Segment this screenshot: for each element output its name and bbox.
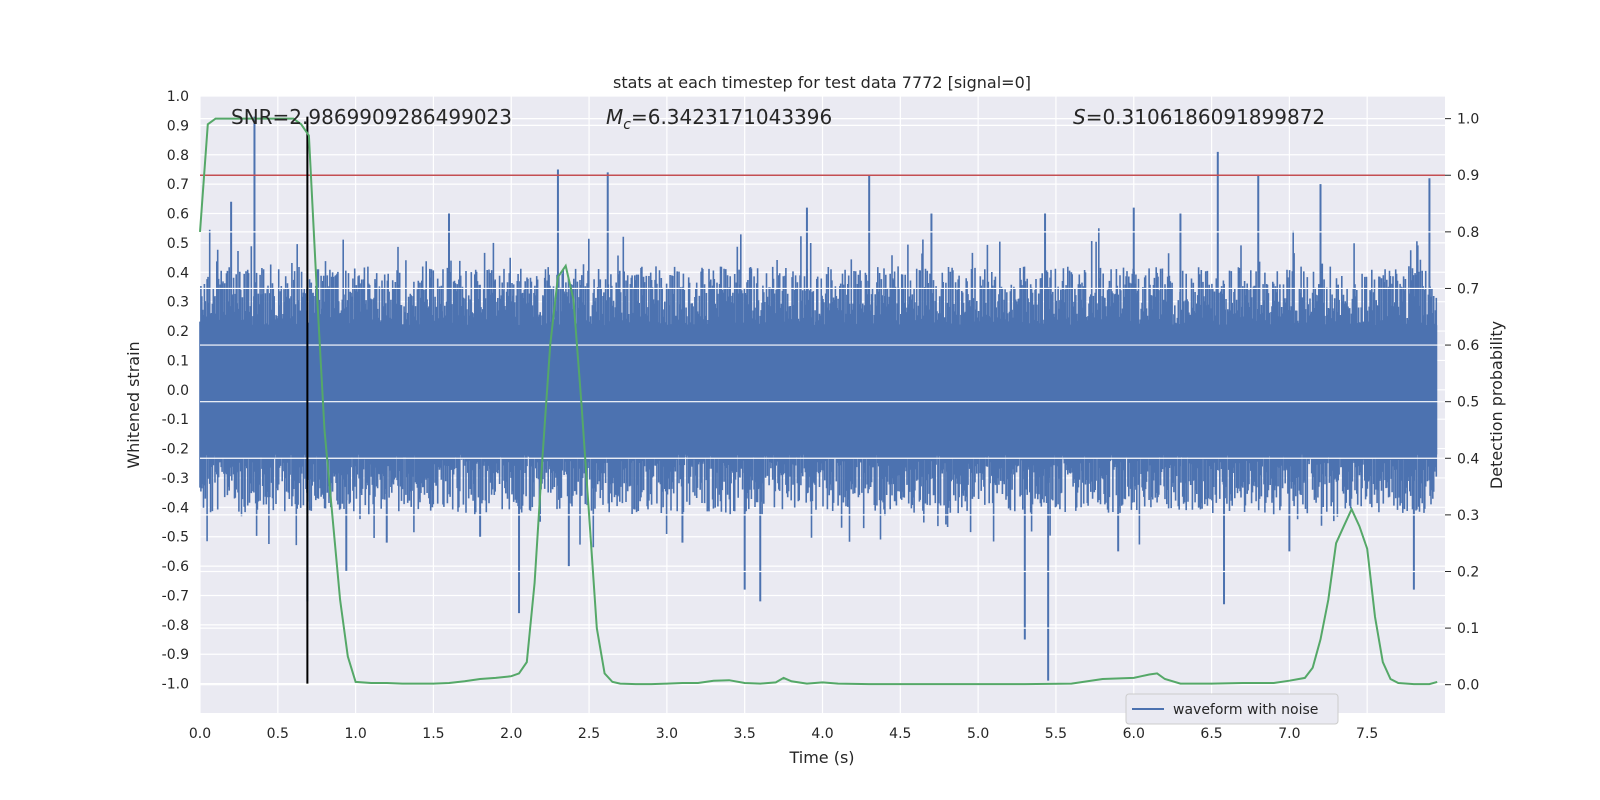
legend: waveform with noise [1125, 693, 1339, 725]
y-left-tick-label: 0.1 [167, 353, 189, 369]
detection-probability-line [199, 117, 1438, 686]
y-left-tick-label: -0.7 [162, 588, 189, 604]
x-tick-label: 0.5 [267, 726, 289, 742]
y-left-tick-label: -0.6 [162, 559, 189, 575]
y-right-tick-label: 0.8 [1457, 225, 1479, 241]
y-axis-right-label: Detection probability [1487, 321, 1506, 489]
waveform-with-noise [199, 116, 1438, 681]
chirp-mass-symbol: M [606, 105, 623, 129]
s-symbol: S [1073, 105, 1086, 129]
x-tick-label: 6.0 [1123, 726, 1145, 742]
y-right-tick-label: 0.5 [1457, 395, 1479, 411]
y-left-tick-label: 0.7 [167, 177, 189, 193]
x-tick-label: 0.0 [189, 726, 211, 742]
legend-box [1125, 693, 1339, 725]
legend-waveform-label: waveform with noise [1173, 702, 1318, 718]
x-tick-label: 5.0 [967, 726, 989, 742]
s-value: =0.3106186091899872 [1086, 105, 1325, 129]
x-tick-label: 2.0 [500, 726, 522, 742]
waveform-core [200, 325, 1438, 455]
y-left-tick-label: 0.0 [167, 383, 189, 399]
y-left-tick-label: -0.1 [162, 412, 189, 428]
y-right-tick-label: 0.9 [1457, 168, 1479, 184]
y-left-tick-label: 0.3 [167, 295, 189, 311]
y-right-tick-label: 1.0 [1457, 112, 1479, 128]
y-right-tick-label: 0.6 [1457, 338, 1479, 354]
chirp-mass-annotation: Mc=6.3423171043396 [606, 105, 832, 133]
x-tick-label: 3.5 [734, 726, 756, 742]
chirp-mass-value: =6.3423171043396 [631, 105, 832, 129]
x-tick-label: 7.0 [1278, 726, 1300, 742]
y-right-tick-label: 0.7 [1457, 281, 1479, 297]
y-left-tick-label: -0.4 [162, 500, 189, 516]
x-tick-label: 7.5 [1356, 726, 1378, 742]
y-left-tick-label: -0.2 [162, 442, 189, 458]
y-left-tick-label: 0.9 [167, 118, 189, 134]
y-right-tick-label: 0.1 [1457, 621, 1479, 637]
y-left-tick-label: -0.3 [162, 471, 189, 487]
y-right-tick-label: 0.0 [1457, 678, 1479, 694]
y-right-tick-label: 0.4 [1457, 451, 1479, 467]
chirp-mass-subscript: c [623, 117, 631, 133]
x-tick-label: 1.0 [344, 726, 366, 742]
x-tick-label: 3.0 [656, 726, 678, 742]
x-tick-label: 4.0 [811, 726, 833, 742]
x-tick-label: 2.5 [578, 726, 600, 742]
y-left-tick-label: -1.0 [162, 677, 189, 693]
x-axis-label: Time (s) [788, 748, 854, 767]
chart-title: stats at each timestep for test data 777… [613, 73, 1031, 92]
y-left-tick-label: 1.0 [167, 89, 189, 105]
y-axis-right-ticks: 1.0 0.9 0.8 0.7 0.6 0.5 0.4 0.3 0.2 0.1 0.0 [1445, 112, 1479, 694]
y-left-tick-label: -0.5 [162, 530, 189, 546]
y-axis-left-label: Whitened strain [124, 341, 143, 468]
x-tick-label: 1.5 [422, 726, 444, 742]
y-left-tick-label: -0.9 [162, 647, 189, 663]
y-axis-left-ticks: 1.0 0.9 0.8 0.7 0.6 0.5 0.4 0.3 0.2 0.1 0.0 -0.1 -0.… [162, 89, 189, 693]
y-left-tick-label: 0.5 [167, 236, 189, 252]
y-left-tick-label: 0.4 [167, 265, 189, 281]
y-right-tick-label: 0.3 [1457, 508, 1479, 524]
y-left-tick-label: 0.8 [167, 148, 189, 164]
x-tick-label: 5.5 [1045, 726, 1067, 742]
x-tick-label: 6.5 [1200, 726, 1222, 742]
y-left-tick-label: -0.8 [162, 618, 189, 634]
y-left-tick-label: 0.6 [167, 207, 189, 223]
x-axis-ticks: 0.0 0.5 1.0 1.5 2.0 2.5 3.0 3.5 4.0 4.5 5.0 5.5 6.0 6… [189, 726, 1378, 742]
plot-area [199, 116, 1445, 686]
y-left-tick-label: 0.2 [167, 324, 189, 340]
y-right-tick-label: 0.2 [1457, 564, 1479, 580]
x-tick-label: 4.5 [889, 726, 911, 742]
snr-annotation: SNR=2.9869909286499023 [231, 105, 512, 129]
s-annotation: S=0.3106186091899872 [1073, 105, 1325, 129]
